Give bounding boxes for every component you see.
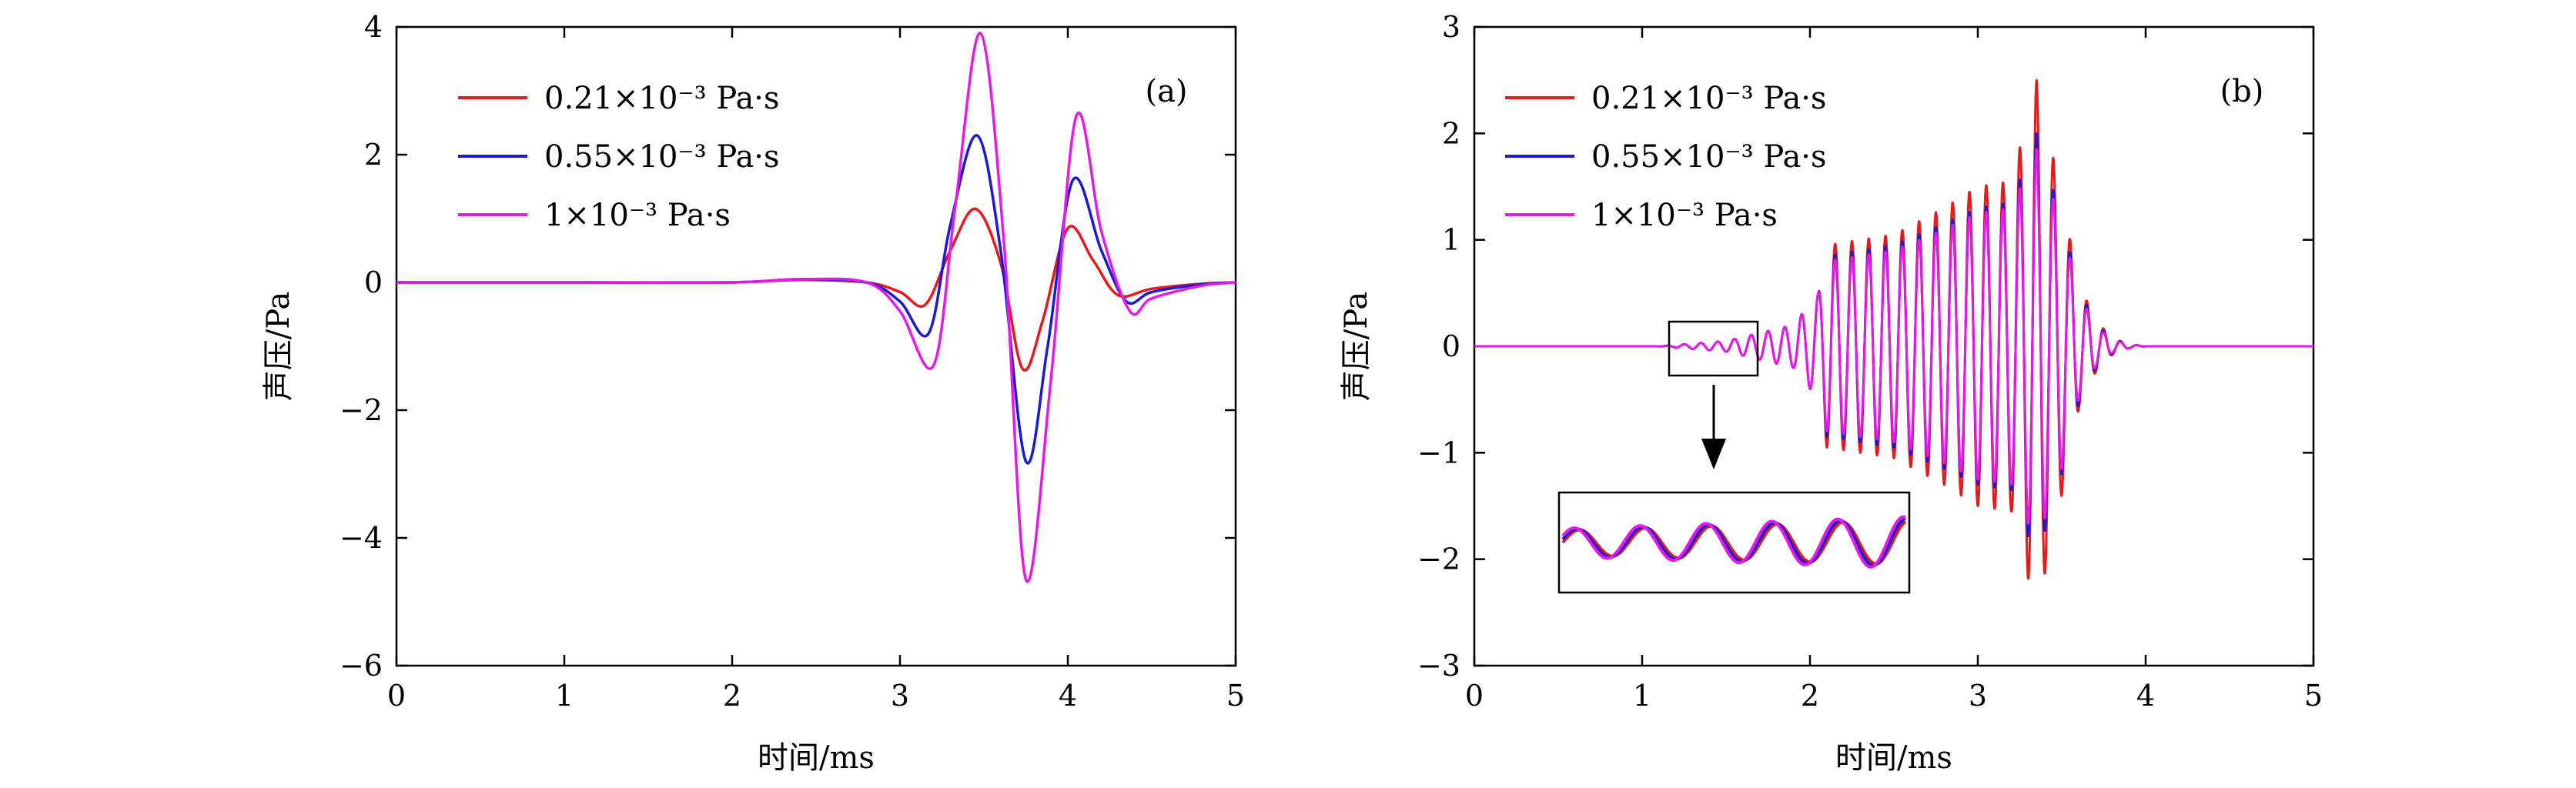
y-tick-label-a: −6 <box>340 649 383 683</box>
series-line-a-0 <box>396 207 1236 372</box>
chart-panel-b: 0 1 2 3 4 5 −3 −2 −1 0 1 2 3 0.21×10⁻³ Pa·s 0.55×10⁻³… <box>1339 10 2323 776</box>
inset-series-group <box>1561 515 1907 569</box>
y-tick-label-b: 1 <box>1442 223 1460 257</box>
inset-line-2 <box>1561 515 1906 569</box>
legend-label-b-0: 0.21×10⁻³ Pa·s <box>1591 81 1827 116</box>
y-axis-label-a: 声压/Pa <box>261 292 296 401</box>
x-tick-label-a: 2 <box>723 679 741 713</box>
y-tick-label-a: 0 <box>364 265 383 299</box>
y-tick-label-a: 4 <box>364 10 383 44</box>
inset-arrow-head <box>1701 439 1726 469</box>
x-tick-label-b: 2 <box>1801 679 1819 713</box>
x-axis-label-b: 时间/ms <box>1835 740 1952 776</box>
x-tick-label-a: 4 <box>1059 679 1077 713</box>
y-tick-label-a: 2 <box>364 138 383 172</box>
x-tick-label-a: 3 <box>891 679 909 713</box>
legend-b: 0.21×10⁻³ Pa·s 0.55×10⁻³ Pa·s 1×10⁻³ Pa·s <box>1505 81 1827 233</box>
series-line-a-2 <box>396 32 1236 583</box>
series-group-a <box>396 32 1236 583</box>
panel-label-b: (b) <box>2220 74 2264 109</box>
x-tick-label-a: 1 <box>555 679 574 713</box>
y-tick-label-b: −3 <box>1417 649 1460 683</box>
series-line-a-1 <box>396 134 1236 465</box>
inset-source-box <box>1668 320 1759 377</box>
y-tick-label-b: 3 <box>1442 10 1460 44</box>
tick-group-a: 0 1 2 3 4 5 −6 −4 −2 0 2 4 <box>340 10 1245 713</box>
series-line-b-1 <box>1473 132 2315 538</box>
chart-panel-a: 0 1 2 3 4 5 −6 −4 −2 0 2 4 0.21×10⁻³ Pa·s 0.55×10⁻³ … <box>261 10 1245 776</box>
y-axis-label-b: 声压/Pa <box>1339 292 1374 401</box>
panel-label-a: (a) <box>1145 74 1187 109</box>
tick-group-b: 0 1 2 3 4 5 −3 −2 −1 0 1 2 3 <box>1417 10 2323 713</box>
x-tick-label-a: 5 <box>1226 679 1245 713</box>
x-tick-label-b: 5 <box>2304 679 2323 713</box>
legend-a: 0.21×10⁻³ Pa·s 0.55×10⁻³ Pa·s 1×10⁻³ Pa·s <box>458 81 780 233</box>
plot-frame-a <box>395 25 1237 667</box>
legend-label-a-1: 0.55×10⁻³ Pa·s <box>544 139 780 175</box>
y-tick-label-a: −2 <box>340 393 383 427</box>
series-line-b-2 <box>1473 148 2315 526</box>
x-tick-label-b: 1 <box>1633 679 1651 713</box>
y-tick-label-b: 2 <box>1442 116 1460 150</box>
legend-label-a-2: 1×10⁻³ Pa·s <box>544 198 731 233</box>
inset-line-1 <box>1561 517 1906 567</box>
x-tick-label-b: 0 <box>1465 679 1484 713</box>
x-tick-label-b: 3 <box>1969 679 1987 713</box>
legend-label-a-0: 0.21×10⁻³ Pa·s <box>544 81 780 116</box>
y-tick-label-b: −2 <box>1417 543 1460 576</box>
y-tick-label-b: −1 <box>1417 436 1460 469</box>
series-group-b <box>1473 78 2315 580</box>
x-axis-label-a: 时间/ms <box>758 740 875 776</box>
legend-label-b-1: 0.55×10⁻³ Pa·s <box>1591 139 1827 175</box>
y-tick-label-b: 0 <box>1442 329 1460 363</box>
y-tick-label-a: −4 <box>340 521 383 555</box>
x-tick-label-a: 0 <box>387 679 406 713</box>
inset-zoom-box <box>1557 491 1911 594</box>
x-tick-label-b: 4 <box>2136 679 2155 713</box>
legend-label-b-2: 1×10⁻³ Pa·s <box>1591 198 1778 233</box>
